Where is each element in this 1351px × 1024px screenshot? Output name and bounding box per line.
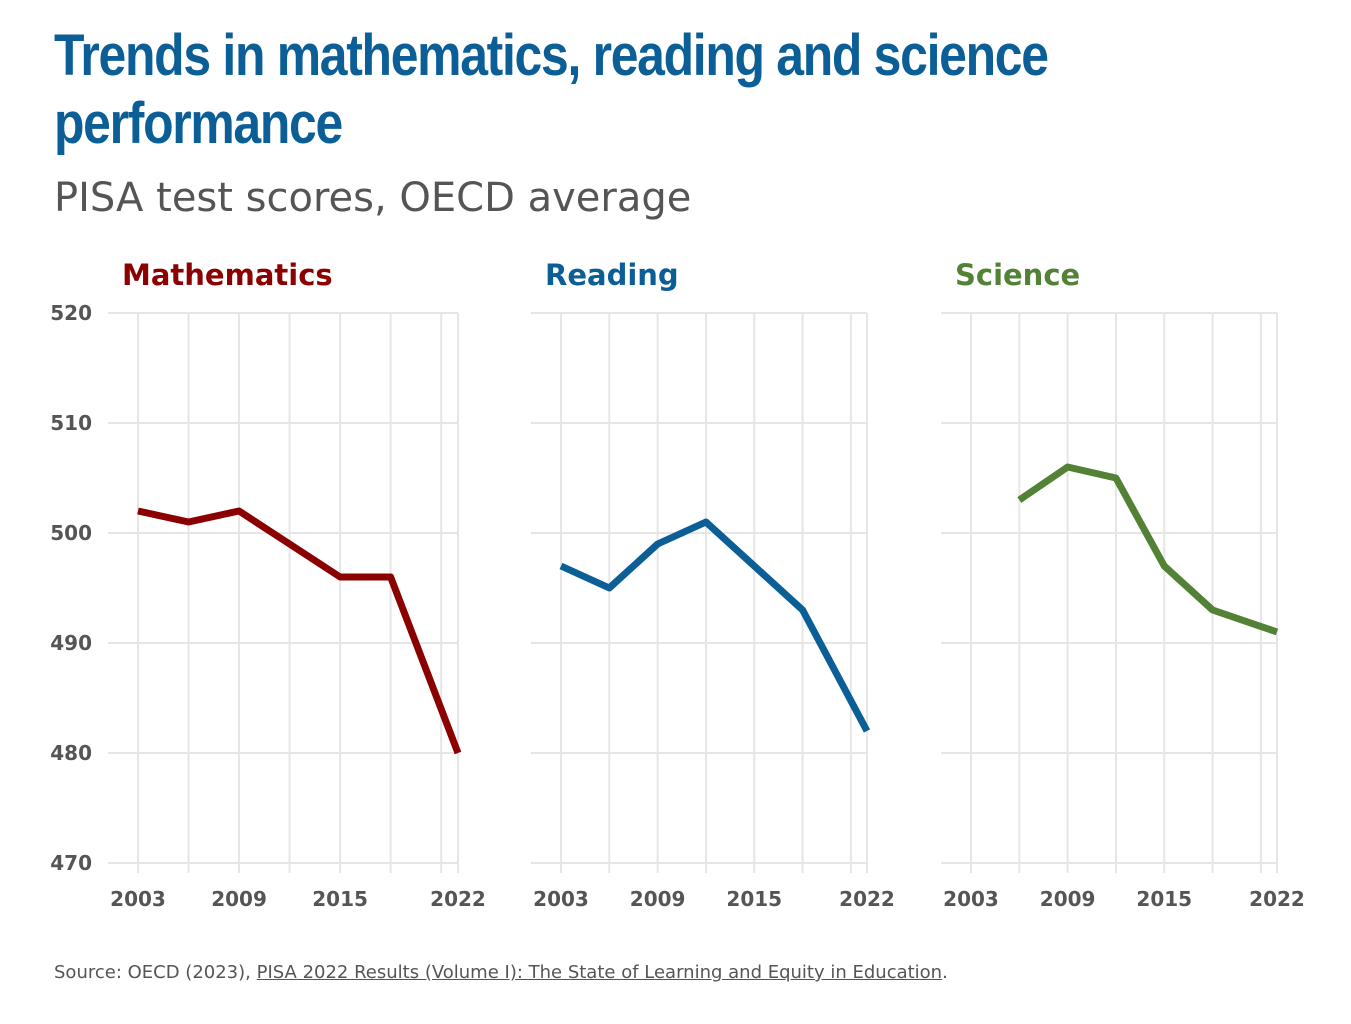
mathematics-panel-title: Mathematics xyxy=(122,258,333,292)
ytick-480: 480 xyxy=(50,741,92,765)
ytick-520: 520 xyxy=(50,301,92,325)
reading-xtick-2009: 2009 xyxy=(630,887,686,911)
ytick-470: 470 xyxy=(50,851,92,875)
ytick-490: 490 xyxy=(50,631,92,655)
ytick-500: 500 xyxy=(50,521,92,545)
science-series-line xyxy=(1017,463,1279,636)
source-link[interactable]: PISA 2022 Results (Volume I): The State … xyxy=(256,962,943,983)
mathematics-xtick-2009: 2009 xyxy=(211,887,267,911)
mathematics-xtick-2015: 2015 xyxy=(312,887,368,911)
science-xtick-2009: 2009 xyxy=(1040,887,1096,911)
mathematics-series-line xyxy=(137,507,462,755)
source-suffix: . xyxy=(942,962,948,983)
science-xtick-2015: 2015 xyxy=(1136,887,1192,911)
mathematics-xtick-2003: 2003 xyxy=(110,887,166,911)
chart-subtitle: PISA test scores, OECD average xyxy=(54,175,692,221)
chart-title: Trends in mathematics, reading and scien… xyxy=(54,23,1049,156)
science-xtick-2003: 2003 xyxy=(943,887,999,911)
reading-series-line xyxy=(559,518,871,733)
mathematics-xtick-2022: 2022 xyxy=(430,887,486,911)
small-multiples-chart: Mathematics 2003 2009 2015 2022 470 480 490 500 5… xyxy=(50,258,1305,911)
reading-xtick-2015: 2015 xyxy=(726,887,782,911)
reading-xtick-2003: 2003 xyxy=(533,887,589,911)
science-xtick-2022: 2022 xyxy=(1249,887,1305,911)
reading-xtick-2022: 2022 xyxy=(839,887,895,911)
ytick-510: 510 xyxy=(50,411,92,435)
source-prefix: Source: OECD (2023), xyxy=(54,962,257,983)
reading-panel-title: Reading xyxy=(545,258,679,292)
source-note: Source: OECD (2023), PISA 2022 Results (… xyxy=(54,962,948,983)
science-panel-title: Science xyxy=(955,258,1080,292)
